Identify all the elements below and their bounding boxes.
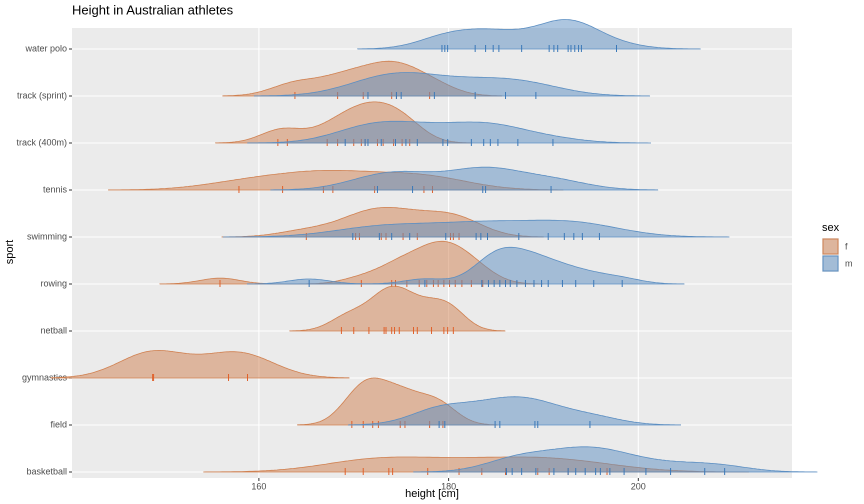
x-tick-label: 160 — [251, 481, 266, 491]
y-axis-title: sport — [4, 240, 16, 264]
y-tick-label: field — [50, 419, 67, 429]
y-tick-label: basketball — [26, 466, 67, 476]
density — [222, 219, 730, 238]
legend-title: sex — [822, 222, 840, 234]
y-tick-label: rowing — [40, 278, 67, 288]
density — [413, 446, 818, 473]
x-tick-label: 180 — [441, 481, 456, 491]
legend-swatch — [822, 238, 839, 255]
y-tick-label: track (400m) — [16, 137, 67, 147]
density — [246, 246, 685, 285]
y-tick-label: track (sprint) — [17, 90, 67, 100]
y-tick-label: gymnastics — [22, 372, 68, 382]
density — [247, 120, 651, 144]
y-tick-label: water polo — [24, 43, 67, 53]
density — [50, 350, 350, 379]
density — [270, 166, 659, 191]
legend-label: f — [845, 241, 848, 251]
chart-title: Height in Australian athletes — [72, 2, 234, 17]
y-tick-label: swimming — [27, 231, 67, 241]
x-axis-title: height [cm] — [405, 488, 459, 500]
x-tick-label: 200 — [631, 481, 646, 491]
density — [253, 72, 651, 97]
y-tick-label: netball — [40, 325, 67, 335]
density — [347, 396, 682, 426]
y-tick-label: tennis — [43, 184, 68, 194]
density — [289, 285, 506, 332]
density — [357, 19, 701, 50]
legend-swatch — [822, 255, 839, 272]
legend-label: m — [845, 258, 853, 268]
